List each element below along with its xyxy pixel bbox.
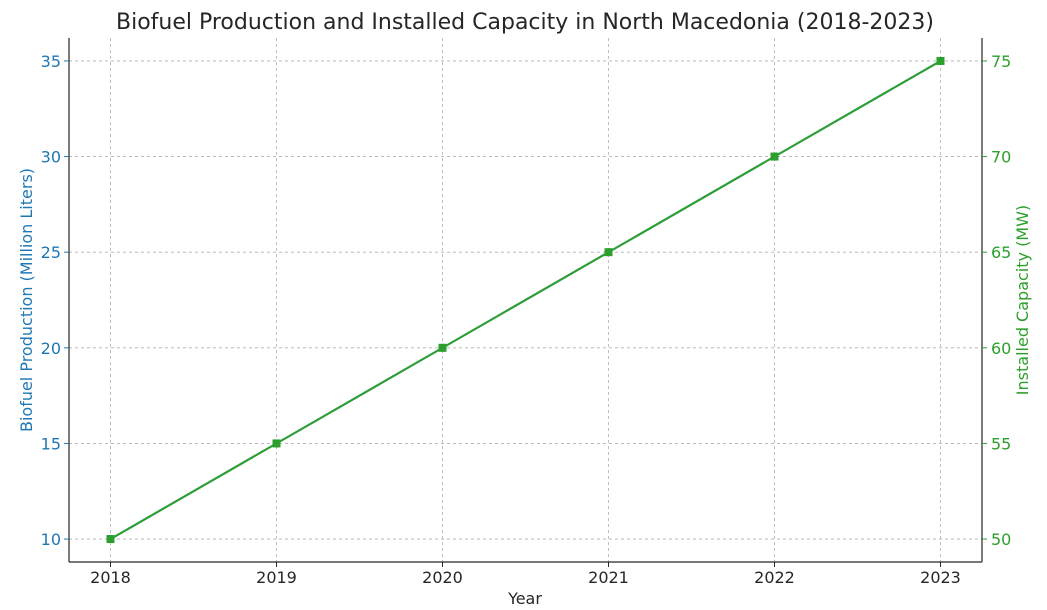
x-tick-label: 2019 [256, 568, 297, 587]
left-axis-label: Biofuel Production (Million Liters) [17, 168, 36, 432]
series-1-point-2 [438, 343, 447, 352]
series-1-point-3 [604, 248, 613, 257]
x-axis-label: Year [507, 589, 542, 608]
x-tick-label: 2020 [422, 568, 463, 587]
right-tick-label: 70 [991, 148, 1011, 167]
grid-lines [69, 38, 982, 562]
series-1-point-0 [106, 535, 115, 544]
right-tick-label: 60 [991, 339, 1011, 358]
right-tick-label: 55 [991, 434, 1011, 453]
x-tick-label: 2022 [754, 568, 795, 587]
right-tick-label: 75 [991, 52, 1011, 71]
left-tick-label: 15 [41, 434, 61, 453]
left-tick-label: 35 [41, 52, 61, 71]
left-tick-label: 10 [41, 530, 61, 549]
x-axis-ticks: 2018 2019 2020 2021 2022 2023 [90, 562, 961, 587]
right-tick-label: 50 [991, 530, 1011, 549]
left-tick-label: 25 [41, 243, 61, 262]
right-axis-label: Installed Capacity (MW) [1013, 205, 1032, 395]
right-tick-label: 65 [991, 243, 1011, 262]
series-line-1 [110, 60, 941, 540]
series-1-point-1 [272, 439, 281, 448]
right-axis-ticks: 50 55 60 65 70 75 [982, 52, 1011, 549]
left-tick-label: 30 [41, 148, 61, 167]
x-tick-label: 2018 [90, 568, 131, 587]
left-tick-label: 20 [41, 339, 61, 358]
series-layer [106, 56, 945, 544]
x-tick-label: 2021 [588, 568, 629, 587]
left-axis-ticks: 10 15 20 25 30 35 [41, 52, 69, 549]
x-tick-label: 2023 [920, 568, 961, 587]
series-1-point-4 [770, 152, 779, 161]
series-1-point-5 [936, 56, 945, 65]
chart-title: Biofuel Production and Installed Capacit… [116, 10, 934, 35]
